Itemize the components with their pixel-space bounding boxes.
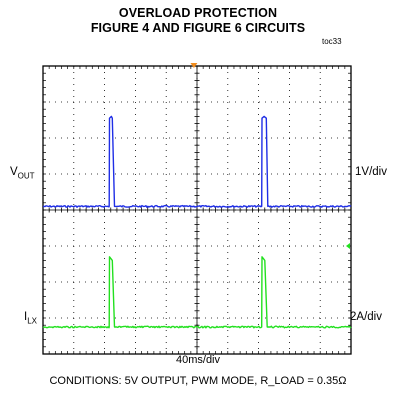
vout-scale: 1V/div <box>355 166 387 178</box>
vout-label-main: V <box>10 166 18 178</box>
conditions-text: CONDITIONS: 5V OUTPUT, PWM MODE, R_LOAD … <box>49 375 347 387</box>
x-axis-label: 40ms/div <box>175 354 221 366</box>
ilx-label-sub: LX <box>27 316 37 326</box>
trigger-marker <box>190 63 198 68</box>
ilx-trace <box>42 256 352 329</box>
level-marker <box>346 243 350 249</box>
chart-title-line2: FIGURE 4 AND FIGURE 6 CIRCUITS <box>90 21 306 35</box>
vout-label: VOUT <box>10 166 35 180</box>
ilx-label: ILX <box>24 311 37 325</box>
vout-trace <box>43 115 352 208</box>
chart-title-line1: OVERLOAD PROTECTION <box>118 6 278 20</box>
ilx-label-main: I <box>24 311 28 323</box>
vout-label-sub: OUT <box>17 171 35 181</box>
ilx-scale: 2A/div <box>350 311 382 323</box>
figure-id: toc33 <box>322 37 342 46</box>
